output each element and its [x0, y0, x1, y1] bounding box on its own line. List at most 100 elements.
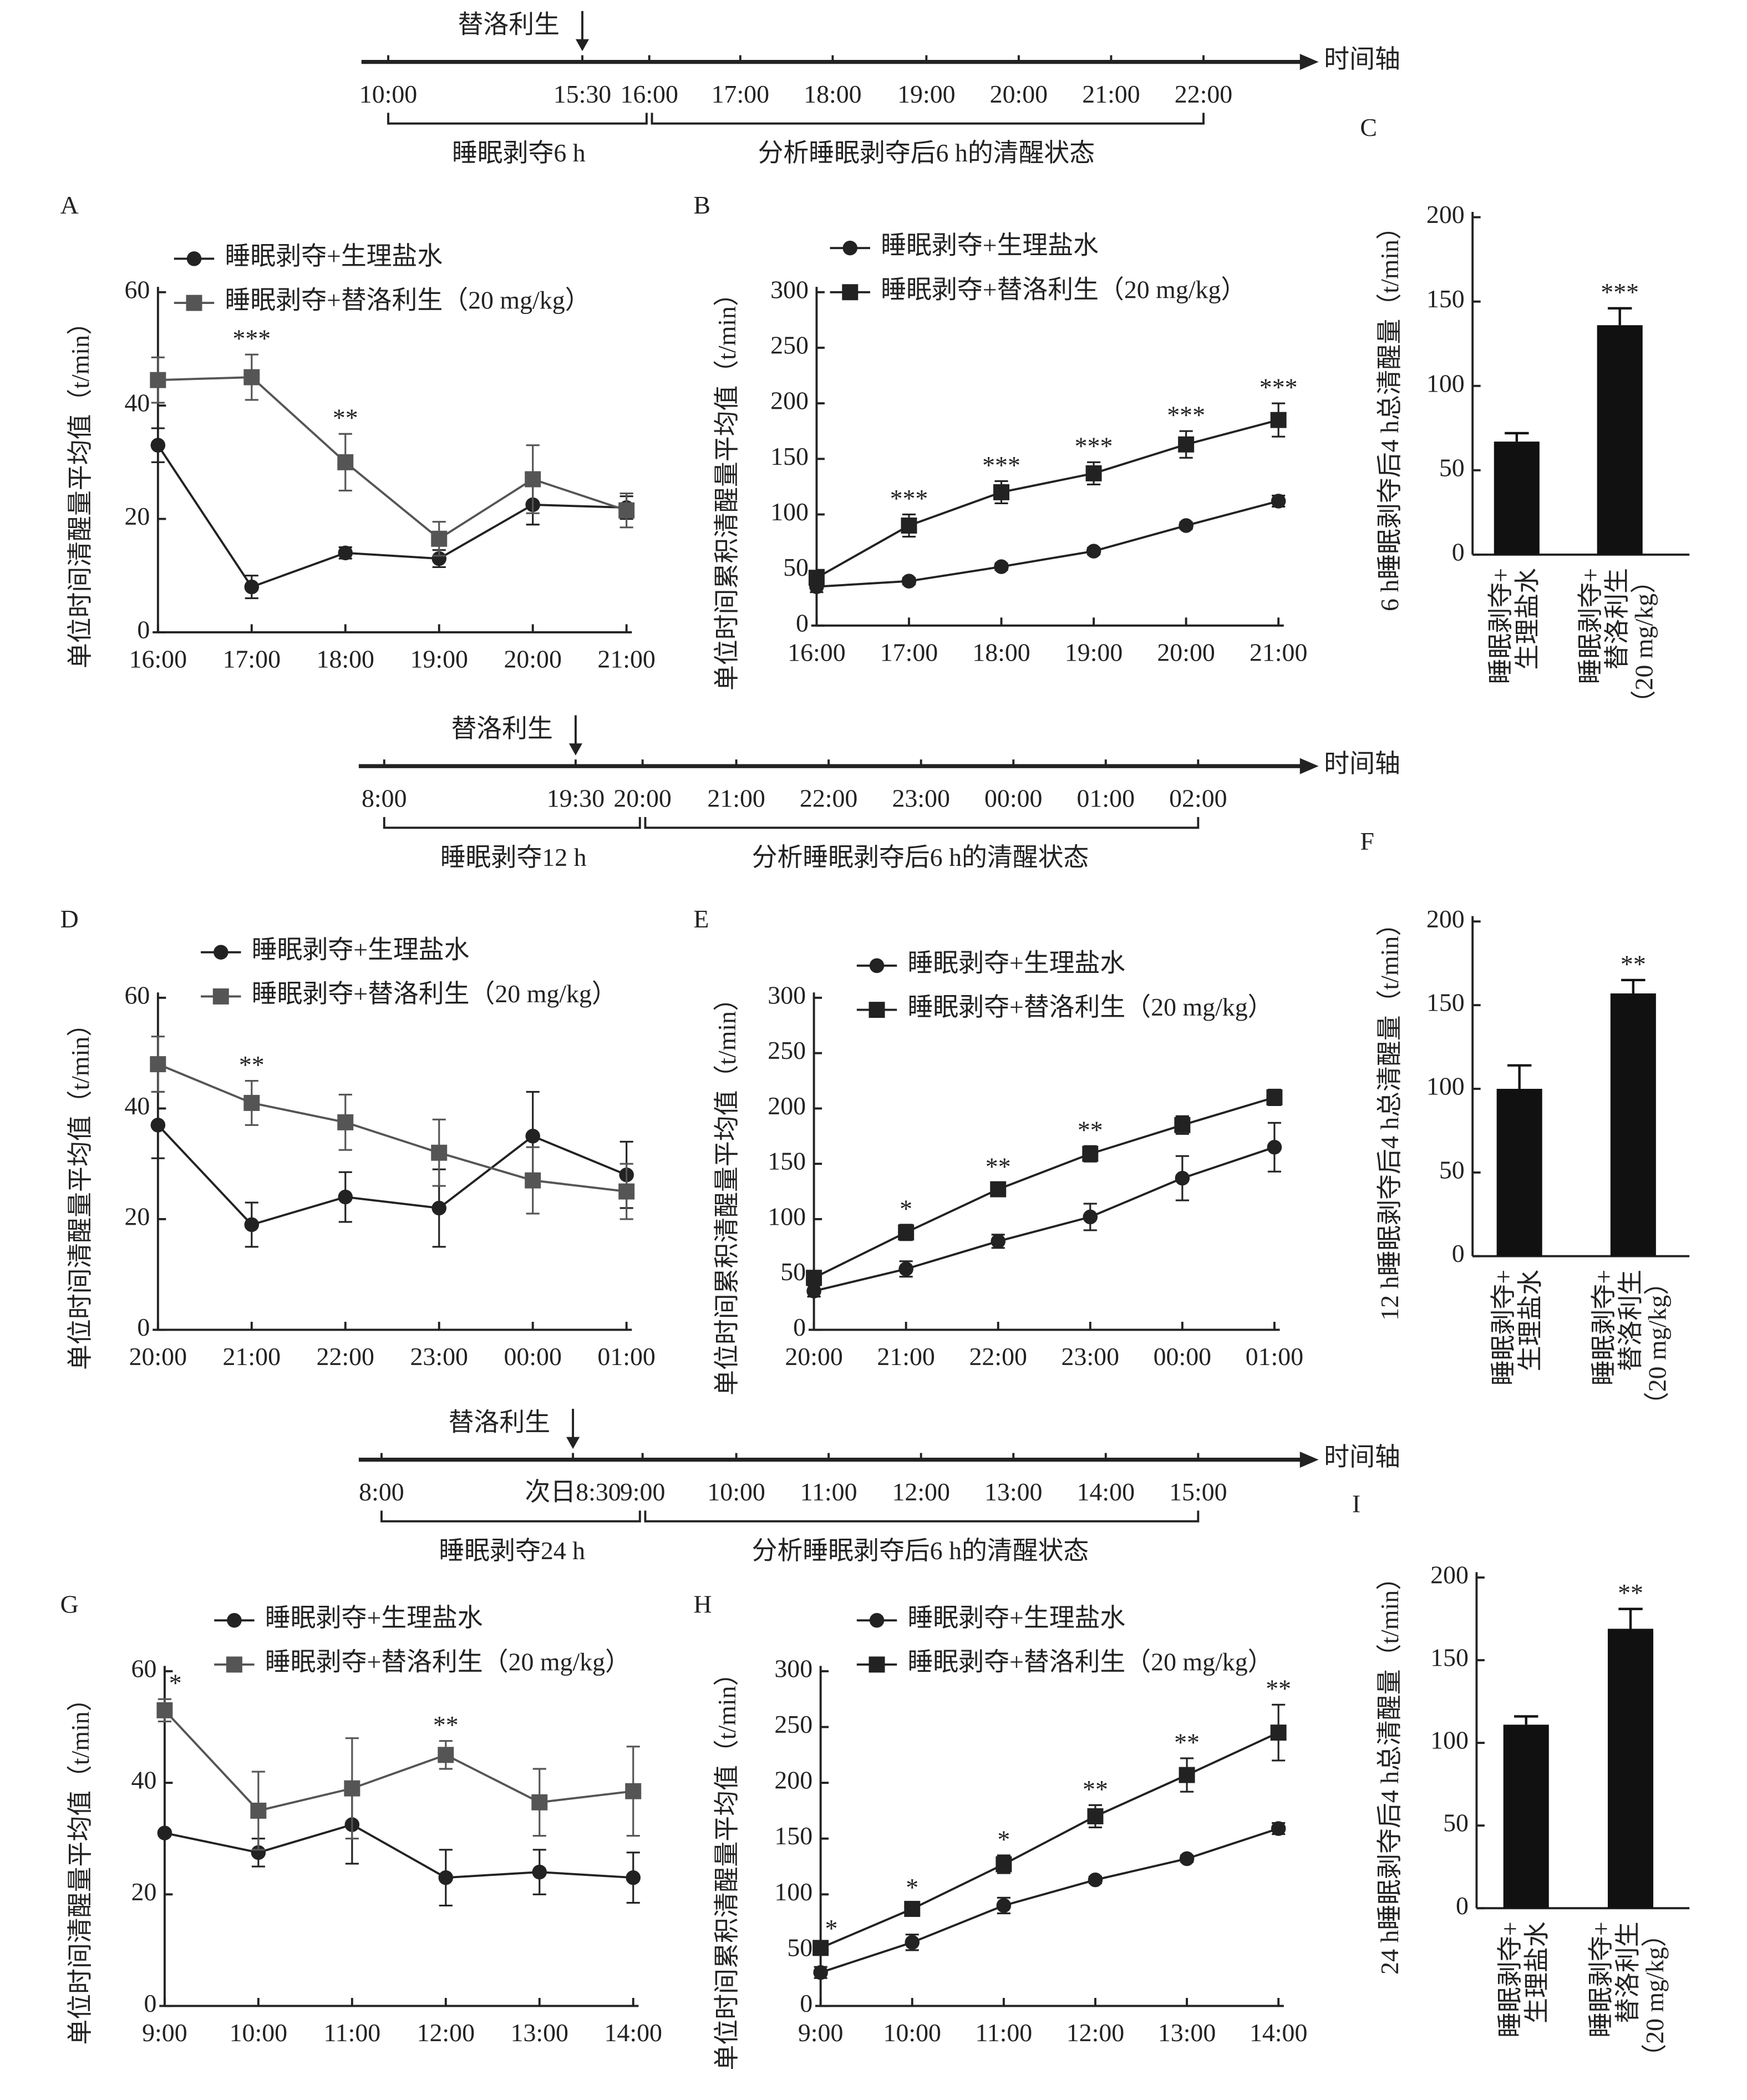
- y-tick-label: 200: [774, 1766, 812, 1794]
- point: [525, 1129, 540, 1144]
- y-tick-label: 100: [1426, 369, 1465, 397]
- point: [993, 484, 1009, 500]
- point: [431, 530, 448, 547]
- timeline-tick-label: 10:00: [359, 80, 417, 108]
- y-tick-label: 200: [768, 1092, 806, 1120]
- drug-label: 替洛利生: [449, 1408, 550, 1436]
- y-tick-label: 0: [793, 1313, 806, 1341]
- y-tick-label: 200: [1426, 200, 1465, 229]
- x-tick-label: （20 mg/kg）: [1629, 568, 1658, 716]
- point: [156, 1702, 173, 1718]
- significance: ***: [1601, 278, 1639, 306]
- timeline-axis-label: 时间轴: [1324, 749, 1400, 778]
- y-tick-label: 0: [1452, 537, 1465, 566]
- x-tick-label: 16:00: [788, 638, 845, 666]
- point: [227, 1613, 242, 1628]
- y-axis-label: 12 h睡眠剥夺后4 h总清醒量（t/min）: [1375, 911, 1404, 1321]
- error-bar: [1514, 1715, 1538, 1725]
- y-tick-label: 60: [124, 275, 150, 303]
- x-tick-label: （20 mg/kg）: [1643, 1270, 1672, 1417]
- panel-label: B: [693, 191, 710, 219]
- point: [150, 1056, 166, 1073]
- point: [812, 1940, 829, 1956]
- significance: *: [169, 1669, 182, 1697]
- error-bar: [1507, 1064, 1532, 1089]
- point: [226, 1656, 242, 1673]
- point: [905, 1935, 920, 1950]
- point: [525, 471, 541, 488]
- point: [1266, 1089, 1283, 1105]
- x-tick-label: 10:00: [883, 2018, 941, 2047]
- x-tick-label: 22:00: [317, 1342, 374, 1371]
- significance: **: [1083, 1775, 1108, 1803]
- y-tick-label: 50: [1439, 1155, 1465, 1184]
- x-tick-label: 生理盐水: [1516, 1270, 1544, 1371]
- panel-label: C: [1360, 113, 1377, 141]
- point: [338, 545, 353, 561]
- significance: **: [1618, 1579, 1643, 1607]
- x-tick-label: 替洛利生: [1603, 568, 1631, 669]
- y-tick-label: 200: [770, 387, 809, 415]
- y-tick-label: 50: [1443, 1809, 1469, 1837]
- x-tick-label: 23:00: [1062, 1342, 1119, 1371]
- x-tick-label: 20:00: [785, 1342, 842, 1371]
- series-line: [816, 500, 1279, 588]
- x-tick-label: 睡眠剥夺+: [1589, 1270, 1618, 1386]
- point: [626, 1870, 641, 1885]
- timeline-tick-label: 16:00: [620, 80, 678, 108]
- x-tick-label: 睡眠剥夺+: [1486, 568, 1515, 684]
- legend-label: 睡眠剥夺+替洛利生（20 mg/kg）: [225, 286, 591, 315]
- timeline-arrow: [1299, 54, 1319, 70]
- series-line: [157, 1124, 627, 1226]
- bar: [1503, 1724, 1549, 1909]
- point: [898, 1261, 913, 1277]
- point: [996, 1898, 1012, 1913]
- drug-label: 替洛利生: [458, 10, 560, 38]
- timeline-tick-label: 19:00: [897, 80, 955, 108]
- point: [1083, 1209, 1098, 1225]
- panel-label: F: [1360, 827, 1374, 855]
- y-tick-label: 20: [124, 1202, 150, 1230]
- y-tick-label: 0: [800, 1989, 812, 2017]
- point: [244, 579, 260, 595]
- point: [1087, 1808, 1104, 1824]
- y-tick-label: 300: [774, 1655, 812, 1683]
- y-tick-label: 20: [124, 502, 150, 530]
- point: [431, 1200, 446, 1216]
- timeline-tick-label: 12:00: [892, 1478, 949, 1506]
- x-tick-label: 21:00: [223, 1342, 281, 1371]
- x-tick-label: 睡眠剥夺+: [1496, 1921, 1524, 2037]
- point: [990, 1181, 1007, 1198]
- y-tick-label: 150: [774, 1822, 812, 1850]
- point: [1175, 1170, 1190, 1186]
- y-tick-label: 0: [796, 608, 809, 637]
- y-tick-label: 250: [768, 1036, 806, 1064]
- significance: *: [906, 1873, 918, 1901]
- significance: **: [986, 1152, 1011, 1180]
- x-tick-label: 00:00: [504, 1342, 561, 1371]
- drug-label: 替洛利生: [451, 714, 552, 743]
- bracket: [380, 1510, 1200, 1523]
- bracket-label: 睡眠剥夺6 h: [452, 139, 586, 167]
- y-tick-label: 20: [131, 1878, 157, 1906]
- point: [243, 369, 260, 385]
- bar: [1610, 993, 1656, 1256]
- y-tick-label: 300: [768, 981, 806, 1009]
- x-tick-label: 17:00: [223, 645, 281, 673]
- point: [869, 958, 885, 973]
- point: [212, 988, 229, 1005]
- timeline-tick-label: 23:00: [892, 784, 949, 813]
- bar: [1494, 442, 1540, 555]
- point: [338, 1189, 353, 1205]
- point: [1267, 1139, 1282, 1155]
- y-tick-label: 100: [770, 498, 809, 526]
- significance: ***: [890, 484, 928, 513]
- y-tick-label: 300: [770, 275, 809, 303]
- point: [150, 1118, 166, 1133]
- point: [842, 284, 859, 301]
- significance: *: [900, 1194, 912, 1223]
- x-tick-label: （20 mg/kg）: [1641, 1921, 1669, 2069]
- point: [214, 945, 228, 960]
- point: [150, 372, 166, 388]
